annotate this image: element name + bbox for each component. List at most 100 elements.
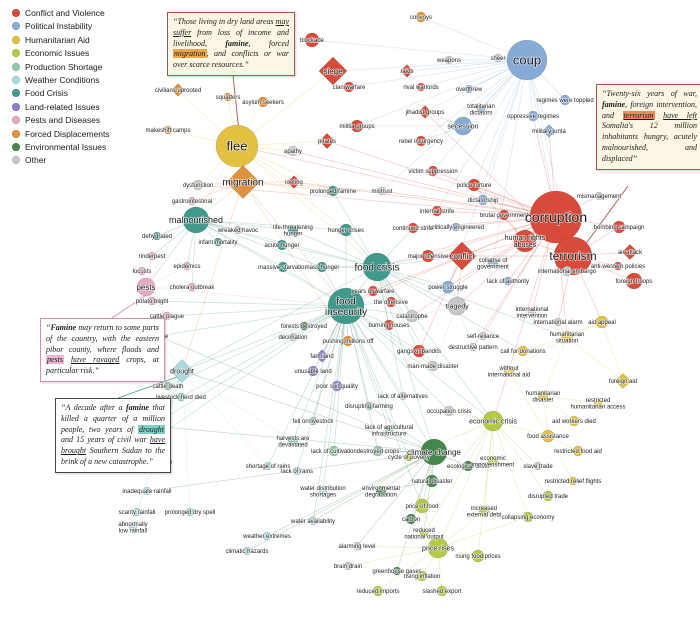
- graph-node[interactable]: [431, 205, 443, 217]
- graph-node[interactable]: [506, 39, 548, 81]
- graph-node[interactable]: [350, 119, 364, 133]
- graph-node[interactable]: [292, 466, 302, 476]
- graph-node[interactable]: [482, 410, 504, 432]
- graph-node[interactable]: [412, 344, 426, 358]
- graph-node[interactable]: [568, 476, 578, 486]
- graph-node[interactable]: [572, 445, 584, 457]
- graph-node[interactable]: [404, 452, 414, 462]
- graph-node[interactable]: [533, 461, 543, 471]
- graph-node[interactable]: [318, 486, 328, 496]
- graph-node[interactable]: [478, 331, 488, 341]
- graph-node[interactable]: [142, 486, 152, 496]
- graph-node[interactable]: [478, 505, 490, 517]
- graph-node[interactable]: [436, 585, 448, 597]
- graph-node[interactable]: [427, 360, 439, 372]
- graph-node[interactable]: [315, 349, 329, 363]
- graph-node[interactable]: [372, 445, 384, 457]
- graph-node[interactable]: [398, 391, 408, 401]
- graph-node[interactable]: [471, 549, 485, 563]
- graph-node[interactable]: [263, 461, 273, 471]
- graph-node[interactable]: [487, 257, 499, 269]
- graph-node[interactable]: [137, 266, 147, 276]
- graph-node[interactable]: [405, 513, 417, 525]
- graph-node[interactable]: [318, 132, 336, 150]
- graph-node[interactable]: [560, 330, 574, 344]
- graph-node[interactable]: [541, 429, 555, 443]
- graph-node[interactable]: [327, 185, 339, 197]
- graph-node[interactable]: [468, 342, 478, 352]
- graph-node[interactable]: [453, 116, 473, 136]
- graph-node[interactable]: [462, 460, 474, 472]
- graph-node[interactable]: [513, 229, 537, 253]
- graph-node[interactable]: [493, 53, 503, 63]
- graph-node[interactable]: [476, 104, 486, 114]
- graph-node[interactable]: [477, 194, 489, 206]
- graph-node[interactable]: [522, 511, 534, 523]
- graph-node[interactable]: [527, 110, 539, 122]
- graph-node[interactable]: [262, 531, 272, 541]
- graph-node[interactable]: [316, 261, 328, 273]
- graph-node[interactable]: [213, 237, 223, 247]
- graph-node[interactable]: [420, 438, 448, 466]
- graph-node[interactable]: [467, 178, 481, 192]
- graph-node[interactable]: [415, 135, 427, 147]
- graph-node[interactable]: [427, 537, 449, 559]
- graph-node[interactable]: [595, 315, 609, 329]
- graph-node[interactable]: [593, 398, 603, 408]
- graph-node[interactable]: [277, 261, 289, 273]
- graph-node[interactable]: [405, 309, 419, 323]
- graph-node[interactable]: [625, 272, 643, 290]
- graph-node[interactable]: [287, 435, 299, 447]
- graph-node[interactable]: [517, 345, 529, 357]
- graph-node[interactable]: [182, 206, 210, 234]
- graph-node[interactable]: [299, 321, 309, 331]
- graph-node[interactable]: [612, 220, 626, 234]
- graph-node[interactable]: [487, 455, 499, 467]
- graph-node[interactable]: [416, 82, 426, 92]
- graph-node[interactable]: [362, 252, 392, 282]
- graph-node[interactable]: [464, 84, 474, 94]
- graph-node[interactable]: [527, 307, 537, 317]
- graph-node[interactable]: [537, 390, 549, 402]
- graph-node[interactable]: [372, 585, 384, 597]
- graph-node[interactable]: [185, 507, 195, 517]
- graph-node[interactable]: [385, 296, 397, 308]
- graph-node[interactable]: [343, 561, 353, 571]
- graph-node[interactable]: [377, 186, 387, 196]
- graph-node[interactable]: [182, 261, 192, 271]
- graph-node[interactable]: [171, 83, 185, 97]
- graph-node[interactable]: [444, 55, 454, 65]
- graph-node[interactable]: [419, 528, 429, 538]
- graph-node[interactable]: [427, 165, 439, 177]
- graph-node[interactable]: [451, 222, 461, 232]
- graph-node[interactable]: [163, 125, 173, 135]
- graph-node[interactable]: [318, 56, 348, 86]
- graph-node[interactable]: [176, 392, 186, 402]
- graph-node[interactable]: [288, 332, 298, 342]
- graph-node[interactable]: [416, 570, 428, 582]
- graph-node[interactable]: [542, 124, 556, 138]
- graph-node[interactable]: [407, 222, 419, 234]
- graph-node[interactable]: [352, 541, 362, 551]
- graph-node[interactable]: [553, 236, 593, 276]
- graph-node[interactable]: [400, 64, 414, 78]
- graph-node[interactable]: [414, 498, 430, 514]
- graph-node[interactable]: [559, 94, 571, 106]
- graph-node[interactable]: [375, 485, 387, 497]
- graph-node[interactable]: [287, 145, 299, 157]
- graph-node[interactable]: [276, 239, 288, 251]
- graph-node[interactable]: [343, 81, 355, 93]
- graph-node[interactable]: [443, 405, 455, 417]
- graph-node[interactable]: [226, 165, 260, 199]
- graph-node[interactable]: [613, 261, 623, 271]
- graph-node[interactable]: [147, 251, 157, 261]
- graph-node[interactable]: [327, 287, 365, 325]
- graph-node[interactable]: [308, 416, 318, 426]
- graph-node[interactable]: [568, 415, 580, 427]
- graph-node[interactable]: [307, 365, 319, 377]
- graph-node[interactable]: [223, 92, 233, 102]
- graph-node[interactable]: [162, 311, 172, 321]
- graph-node[interactable]: [384, 425, 394, 435]
- graph-node[interactable]: [339, 223, 353, 237]
- graph-node[interactable]: [447, 241, 477, 271]
